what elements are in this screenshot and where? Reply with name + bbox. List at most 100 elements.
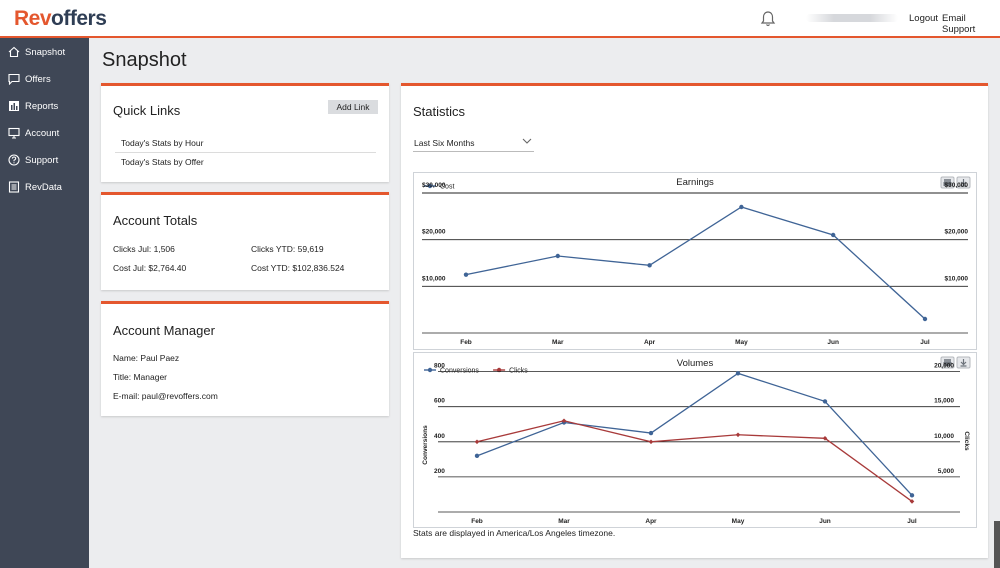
data-point-cost <box>555 253 560 259</box>
revoffers-logo[interactable]: Revoffers <box>14 7 107 31</box>
x-tick-label: Feb <box>460 339 472 346</box>
sidebar: Snapshot Offers Reports Account Support … <box>0 38 89 568</box>
cost-ytd: Cost YTD: $102,836.524 <box>251 263 345 273</box>
x-tick-label: May <box>732 518 745 525</box>
y-tick-label: 400 <box>434 433 445 440</box>
list-icon <box>8 181 20 193</box>
x-tick-label: Jul <box>920 339 930 346</box>
volumes-chart-svg: Volumes Conversions Clicks 200 400 600 800 5,00… <box>422 356 971 525</box>
sidebar-item-support[interactable]: Support <box>0 147 89 173</box>
series-line-conversions <box>476 372 913 496</box>
timezone-footnote: Stats are displayed in America/Los Angel… <box>413 528 616 538</box>
account-totals-card: Account Totals Clicks Jul: 1,506 Clicks … <box>101 192 389 290</box>
y-tick-label: $10,000 <box>422 275 446 282</box>
bell-icon[interactable] <box>760 10 776 28</box>
logout-link[interactable]: Logout <box>909 13 939 24</box>
manager-email[interactable]: E-mail: paul@revoffers.com <box>113 391 218 401</box>
statistics-title: Statistics <box>413 104 466 119</box>
y2-tick-label: 20,000 <box>934 363 954 370</box>
legend-label: Conversions <box>440 368 479 375</box>
sidebar-item-label: Snapshot <box>25 46 66 58</box>
top-header: Revoffers Logout Email Support <box>0 0 1000 38</box>
clicks-jul: Clicks Jul: 1,506 <box>113 244 175 254</box>
legend-clicks: Clicks <box>493 368 528 375</box>
data-point-cost <box>463 272 469 277</box>
download-chart-button[interactable] <box>956 356 971 369</box>
printer-icon <box>943 179 952 186</box>
add-link-button[interactable]: Add Link <box>328 100 378 114</box>
home-icon <box>8 46 20 58</box>
user-name-blurred <box>806 14 898 22</box>
quick-link-today-by-hour[interactable]: Today's Stats by Hour <box>121 138 204 148</box>
quick-link-today-by-offer[interactable]: Today's Stats by Offer <box>121 157 204 167</box>
download-icon <box>960 179 967 187</box>
y2-tick-label: $10,000 <box>945 275 969 282</box>
quick-links-title: Quick Links <box>113 103 181 118</box>
account-totals-title: Account Totals <box>113 213 198 228</box>
x-tick-label: Apr <box>645 518 657 525</box>
x-tick-label: Jun <box>819 518 831 525</box>
y-tick-label: 600 <box>434 398 445 405</box>
earnings-chart: Earnings Cost $10,000 $10,000 $20,000 $20,000… <box>413 172 977 350</box>
y2-tick-label: $20,000 <box>945 229 969 236</box>
sidebar-item-snapshot[interactable]: Snapshot <box>0 39 89 65</box>
quick-links-card: Quick Links Add Link Today's Stats by Ho… <box>101 83 389 182</box>
legend-swatch-dot <box>496 367 502 373</box>
print-chart-button[interactable] <box>940 176 955 189</box>
y-tick-label: 200 <box>434 468 445 475</box>
printer-icon-body <box>943 182 952 186</box>
printer-icon-paper <box>944 359 951 362</box>
chevron-down-icon <box>522 137 532 145</box>
sidebar-item-label: Reports <box>25 100 59 112</box>
y-tick-label: $30,000 <box>422 182 446 189</box>
printer-icon-body <box>943 362 952 366</box>
print-chart-button[interactable] <box>940 356 955 369</box>
sidebar-item-label: RevData <box>25 181 62 193</box>
data-point-clicks <box>648 439 654 445</box>
chart-title: Volumes <box>677 358 714 369</box>
x-tick-label: Apr <box>644 339 656 346</box>
manager-name: Name: Paul Paez <box>113 353 180 363</box>
printer-icon-paper <box>944 179 951 182</box>
email-support-link[interactable]: Email Support <box>942 13 976 35</box>
chat-icon <box>8 73 20 85</box>
help-circle-icon <box>8 154 20 166</box>
data-point-conversions <box>909 493 915 498</box>
legend-cost: Cost <box>424 184 454 191</box>
legend-conversions: Conversions <box>424 368 479 375</box>
data-point-conversions <box>822 399 828 404</box>
data-point-conversions <box>474 453 480 459</box>
data-point-cost <box>647 263 652 268</box>
y2-tick-label: 10,000 <box>934 433 954 440</box>
data-point-cost <box>922 316 928 322</box>
legend-label: Cost <box>440 184 454 191</box>
y2-tick-label: $30,000 <box>945 182 969 189</box>
sidebar-item-account[interactable]: Account <box>0 120 89 146</box>
logo-rev-text: Rev <box>14 7 52 30</box>
statistics-card: Statistics Last Six Months Earnings Cost $… <box>401 83 988 558</box>
sidebar-item-reports[interactable]: Reports <box>0 93 89 119</box>
page-title: Snapshot <box>102 49 187 71</box>
x-tick-label: Jul <box>907 518 917 525</box>
data-point-cost <box>831 232 836 238</box>
y2-tick-label: 15,000 <box>934 398 954 405</box>
data-point-clicks <box>735 432 741 438</box>
series-line-clicks <box>476 420 913 502</box>
x-tick-label: Jun <box>827 339 839 346</box>
period-select[interactable]: Last Six Months <box>413 134 534 152</box>
quick-links-divider <box>115 152 376 153</box>
sidebar-item-offers[interactable]: Offers <box>0 66 89 92</box>
earnings-chart-svg: Earnings Cost $10,000 $10,000 $20,000 $20,000… <box>422 176 971 346</box>
period-select-value: Last Six Months <box>414 138 475 148</box>
download-icon-arrow <box>960 359 967 367</box>
legend-swatch-dot <box>427 367 433 373</box>
legend-label: Clicks <box>509 368 528 375</box>
sidebar-item-revdata[interactable]: RevData <box>0 174 89 200</box>
x-tick-label: Mar <box>552 339 564 346</box>
y2-tick-label: 5,000 <box>938 468 955 475</box>
page-scrollbar-thumb[interactable] <box>994 521 1000 568</box>
y-axis-label: Conversions <box>422 425 429 465</box>
download-icon <box>960 359 967 367</box>
data-point-conversions <box>648 430 654 436</box>
download-chart-button[interactable] <box>956 176 971 189</box>
